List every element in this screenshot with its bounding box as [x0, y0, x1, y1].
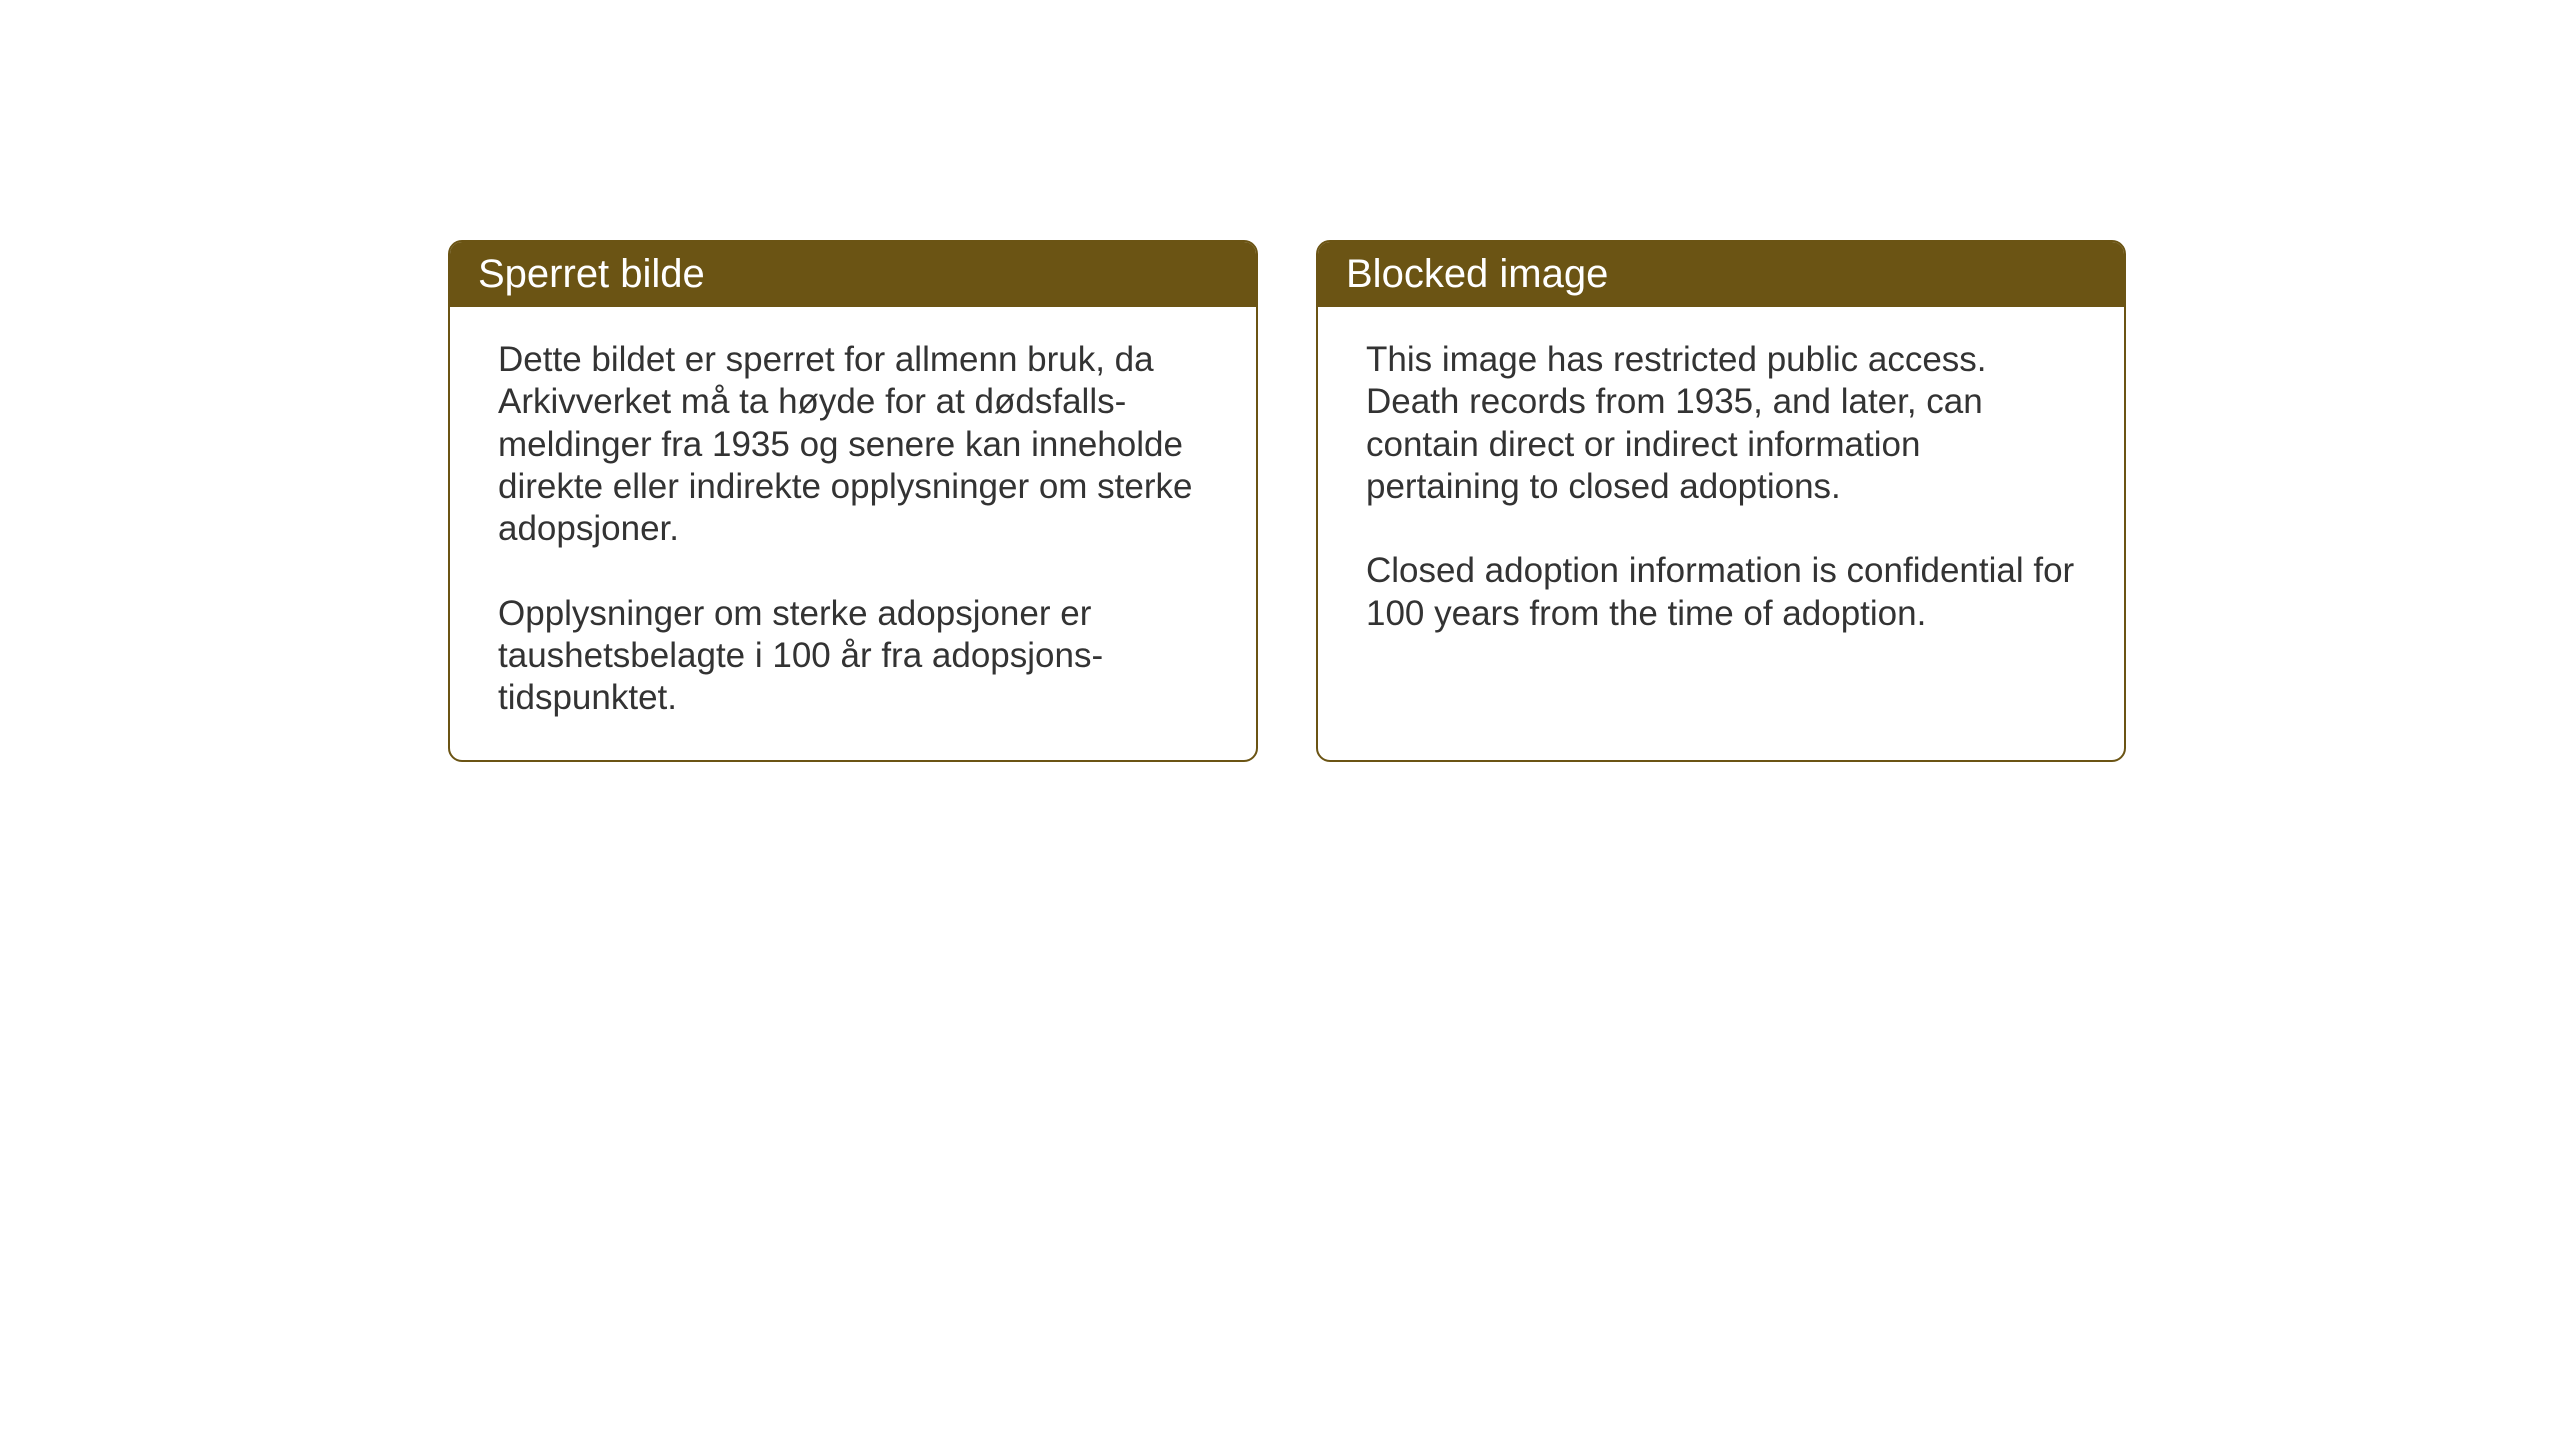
card-header-english: Blocked image	[1318, 242, 2124, 307]
cards-container: Sperret bilde Dette bildet er sperret fo…	[448, 240, 2126, 762]
card-header-norwegian: Sperret bilde	[450, 242, 1256, 307]
card-body-english: This image has restricted public access.…	[1318, 307, 2124, 747]
paragraph-english-2: Closed adoption information is confident…	[1366, 550, 2076, 635]
card-english: Blocked image This image has restricted …	[1316, 240, 2126, 762]
paragraph-norwegian-2: Opplysninger om sterke adopsjoner er tau…	[498, 593, 1208, 720]
paragraph-english-1: This image has restricted public access.…	[1366, 339, 2076, 508]
card-norwegian: Sperret bilde Dette bildet er sperret fo…	[448, 240, 1258, 762]
card-body-norwegian: Dette bildet er sperret for allmenn bruk…	[450, 307, 1256, 760]
paragraph-norwegian-1: Dette bildet er sperret for allmenn bruk…	[498, 339, 1208, 551]
